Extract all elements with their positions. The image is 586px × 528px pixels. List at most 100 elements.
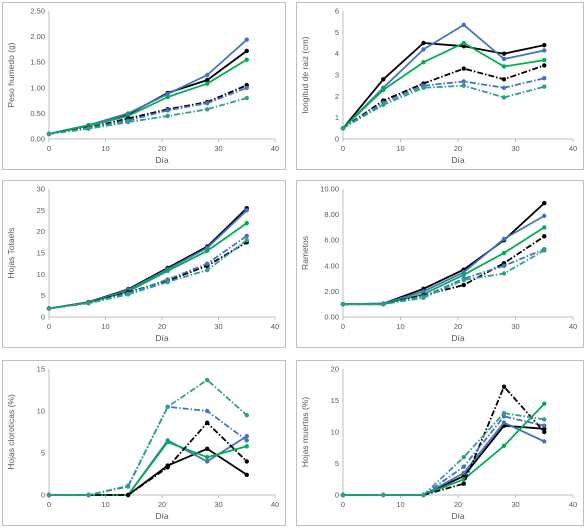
- data-point: [205, 377, 210, 383]
- data-point: [501, 250, 507, 256]
- data-point: [205, 420, 210, 425]
- y-tick-label: 25: [37, 206, 45, 215]
- series-line: [49, 421, 248, 496]
- data-point: [542, 429, 547, 435]
- data-point: [244, 37, 249, 42]
- series-line: [48, 39, 248, 135]
- y-tick-label: 15: [37, 365, 45, 374]
- x-tick-label: 0: [47, 144, 51, 153]
- data-point: [244, 208, 249, 213]
- data-point: [542, 401, 547, 406]
- series-line: [342, 42, 545, 129]
- data-point: [461, 22, 466, 28]
- data-point: [461, 477, 466, 482]
- data-point: [542, 48, 547, 53]
- data-point: [205, 248, 210, 254]
- y-tick-label: 0: [41, 313, 45, 322]
- chart-panel-hojas-cloroticas: 0 5 10 15 0 10 20 30 40 Día Hojas cloroticas (%): [2, 360, 286, 526]
- data-point: [542, 42, 547, 48]
- data-point: [461, 282, 466, 288]
- x-tick-label: 0: [341, 144, 345, 153]
- y-tick-label: 8.00: [324, 210, 339, 219]
- data-point: [542, 225, 547, 230]
- data-point: [501, 64, 507, 69]
- data-point: [542, 417, 547, 422]
- y-axis-label: Peso humedo (g): [6, 42, 16, 107]
- series-line: [343, 385, 545, 496]
- chart-panel-longitud-raiz: 0 1 2 3 4 5 6 0 10 20 30 40 Día longitud de raiz (cm): [296, 2, 584, 170]
- y-tick-label: 2.00: [324, 287, 339, 296]
- series-line: [49, 378, 248, 496]
- data-point: [340, 126, 346, 131]
- data-point: [165, 465, 170, 470]
- data-point: [205, 446, 210, 451]
- x-tick-label: 40: [271, 500, 279, 509]
- data-point: [501, 263, 507, 268]
- data-point: [461, 66, 466, 71]
- data-point: [542, 439, 547, 444]
- data-point: [421, 295, 426, 300]
- data-point: [501, 420, 507, 425]
- data-point: [125, 119, 131, 125]
- series-line: [342, 84, 545, 130]
- chart-panel-hojas-muertas: 0 5 10 15 20 0 10 20 30 40 Día Hojas muertas (%): [296, 360, 584, 526]
- series-line: [48, 58, 248, 135]
- x-tick-label: 40: [569, 322, 577, 331]
- data-point: [501, 95, 507, 100]
- data-point: [244, 434, 249, 439]
- chart-peso-humedo: 0.00 0.50 1.00 1.50 2.00 2.50 0 10 20 30 40 Día Peso…: [6, 7, 279, 166]
- data-point: [46, 131, 52, 137]
- data-point: [381, 302, 386, 307]
- data-point: [205, 77, 210, 83]
- data-point: [542, 423, 547, 428]
- y-tick-label: 15: [37, 249, 45, 258]
- y-tick-label: 5: [41, 449, 45, 458]
- x-tick-label: 30: [511, 500, 519, 509]
- x-tick-label: 20: [454, 500, 462, 509]
- chart-hojas-cloroticas: 0 5 10 15 0 10 20 30 40 Día Hojas cloroticas (%): [6, 365, 279, 522]
- x-tick-label: 0: [341, 500, 345, 509]
- data-point: [461, 83, 466, 88]
- x-tick-label: 30: [511, 144, 519, 153]
- series-line: [343, 248, 545, 306]
- data-point: [542, 213, 547, 219]
- data-point: [205, 72, 210, 78]
- data-point: [165, 94, 170, 100]
- data-point: [165, 404, 170, 409]
- data-point: [244, 444, 249, 449]
- chart-rametos: 0.00 2.00 4.00 6.00 8.00 10.00 0 10 20 30 40 Día Ram…: [300, 185, 577, 344]
- data-point: [421, 492, 426, 498]
- data-point: [501, 85, 507, 91]
- data-point: [165, 268, 170, 274]
- x-tick-label: 30: [511, 322, 519, 331]
- data-point: [205, 455, 210, 460]
- y-tick-label: 6.00: [324, 236, 339, 245]
- x-tick-label: 30: [214, 322, 222, 331]
- x-tick-label: 40: [271, 322, 279, 331]
- data-point: [205, 81, 210, 86]
- data-point: [86, 126, 91, 131]
- x-axis-label: Día: [155, 333, 169, 343]
- data-point: [125, 483, 131, 488]
- data-point: [340, 492, 346, 498]
- y-tick-label: 20: [331, 365, 339, 374]
- data-point: [244, 233, 249, 239]
- x-axis-label: Día: [451, 511, 465, 521]
- data-point: [244, 85, 249, 91]
- y-tick-label: 15: [331, 396, 339, 405]
- y-tick-label: 6: [335, 7, 339, 16]
- data-point: [205, 261, 210, 266]
- y-tick-label: 20: [37, 227, 45, 236]
- y-tick-label: 1.00: [30, 83, 45, 92]
- x-tick-label: 20: [454, 322, 462, 331]
- series-line: [49, 405, 248, 496]
- data-point: [86, 301, 91, 306]
- y-tick-label: 10: [331, 428, 339, 437]
- series-line: [48, 235, 248, 310]
- series-line: [343, 249, 545, 306]
- data-point: [461, 44, 466, 49]
- data-point: [501, 236, 507, 242]
- y-tick-label: 4: [335, 49, 339, 58]
- x-tick-label: 40: [569, 500, 577, 509]
- data-point: [381, 87, 386, 93]
